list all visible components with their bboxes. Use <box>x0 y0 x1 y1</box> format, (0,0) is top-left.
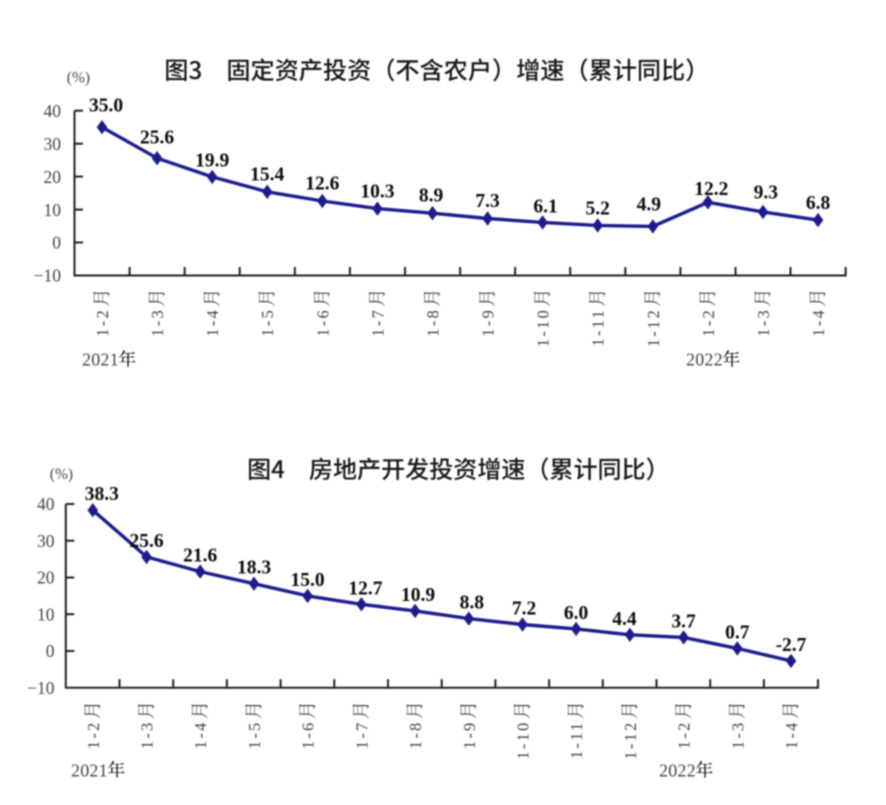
svg-text:10: 10 <box>44 200 62 220</box>
svg-text:0: 0 <box>46 641 55 661</box>
svg-text:1-5: 1-5 <box>258 308 277 337</box>
svg-text:1-3: 1-3 <box>148 308 167 337</box>
svg-text:1-3: 1-3 <box>728 721 747 750</box>
svg-text:25.6: 25.6 <box>140 128 174 149</box>
svg-text:1-5: 1-5 <box>245 721 264 750</box>
svg-text:35.0: 35.0 <box>89 96 123 117</box>
svg-text:1-3: 1-3 <box>754 308 773 337</box>
svg-text:20: 20 <box>44 167 62 187</box>
svg-text:10.9: 10.9 <box>401 585 435 606</box>
svg-text:30: 30 <box>37 531 55 551</box>
svg-text:1-9: 1-9 <box>460 721 479 750</box>
svg-text:1-2: 1-2 <box>675 721 694 750</box>
svg-text:25.6: 25.6 <box>130 531 164 552</box>
svg-text:12.7: 12.7 <box>348 578 382 599</box>
svg-text:4.9: 4.9 <box>637 194 662 215</box>
svg-text:-2.7: -2.7 <box>776 635 807 656</box>
svg-text:1-6: 1-6 <box>313 308 332 337</box>
svg-text:1-2: 1-2 <box>84 721 103 750</box>
svg-text:6.8: 6.8 <box>806 193 831 214</box>
svg-text:1-11: 1-11 <box>589 308 608 346</box>
svg-text:1-9: 1-9 <box>479 308 498 337</box>
svg-text:40: 40 <box>44 101 62 121</box>
svg-text:10: 10 <box>37 604 55 624</box>
svg-text:5.2: 5.2 <box>586 199 610 220</box>
svg-text:38.3: 38.3 <box>85 484 119 505</box>
svg-text:6.1: 6.1 <box>533 196 557 217</box>
svg-text:1-2: 1-2 <box>699 308 718 337</box>
svg-text:7.2: 7.2 <box>512 599 536 620</box>
svg-text:8.9: 8.9 <box>419 186 444 207</box>
svg-text:8.8: 8.8 <box>460 593 485 614</box>
svg-text:1-10: 1-10 <box>534 308 553 347</box>
svg-text:1-12: 1-12 <box>644 308 663 347</box>
svg-text:40: 40 <box>37 494 55 514</box>
svg-text:2022: 2022 <box>686 350 723 370</box>
svg-text:3.7: 3.7 <box>671 611 696 632</box>
svg-text:1-2: 1-2 <box>93 308 112 337</box>
svg-text:1-6: 1-6 <box>299 721 318 750</box>
svg-text:4.4: 4.4 <box>612 609 637 630</box>
svg-text:15.0: 15.0 <box>291 570 325 591</box>
svg-text:18.3: 18.3 <box>237 558 271 579</box>
svg-text:9.3: 9.3 <box>754 182 779 203</box>
svg-text:12.6: 12.6 <box>305 174 339 195</box>
svg-text:1-8: 1-8 <box>424 308 443 337</box>
svg-text:15.4: 15.4 <box>250 164 284 185</box>
svg-text:−10: −10 <box>34 266 62 286</box>
svg-text:1-4: 1-4 <box>809 308 828 337</box>
svg-text:1-7: 1-7 <box>352 721 371 750</box>
svg-text:1-10: 1-10 <box>514 721 533 760</box>
svg-text:20: 20 <box>37 568 55 588</box>
svg-text:10.3: 10.3 <box>360 182 394 203</box>
svg-text:(%): (%) <box>50 466 73 483</box>
svg-text:1-4: 1-4 <box>203 308 222 337</box>
svg-text:1-3: 1-3 <box>138 721 157 750</box>
svg-text:19.9: 19.9 <box>195 150 229 171</box>
svg-text:1-8: 1-8 <box>406 721 425 750</box>
svg-text:(%): (%) <box>67 69 90 86</box>
svg-text:6.0: 6.0 <box>564 603 588 624</box>
svg-text:2022: 2022 <box>659 760 696 780</box>
svg-text:1-11: 1-11 <box>567 721 586 759</box>
svg-text:7.3: 7.3 <box>475 191 500 212</box>
svg-text:0.7: 0.7 <box>725 622 750 643</box>
svg-text:1-12: 1-12 <box>621 721 640 760</box>
svg-text:2021: 2021 <box>82 350 119 370</box>
svg-text:2021: 2021 <box>71 760 108 780</box>
svg-text:12.2: 12.2 <box>694 179 728 200</box>
svg-text:1-4: 1-4 <box>191 721 210 750</box>
svg-text:−10: −10 <box>27 678 55 698</box>
svg-text:0: 0 <box>52 233 61 253</box>
svg-text:21.6: 21.6 <box>183 546 217 567</box>
svg-text:1-7: 1-7 <box>368 308 387 337</box>
svg-text:30: 30 <box>44 134 62 154</box>
svg-text:1-4: 1-4 <box>782 721 801 750</box>
